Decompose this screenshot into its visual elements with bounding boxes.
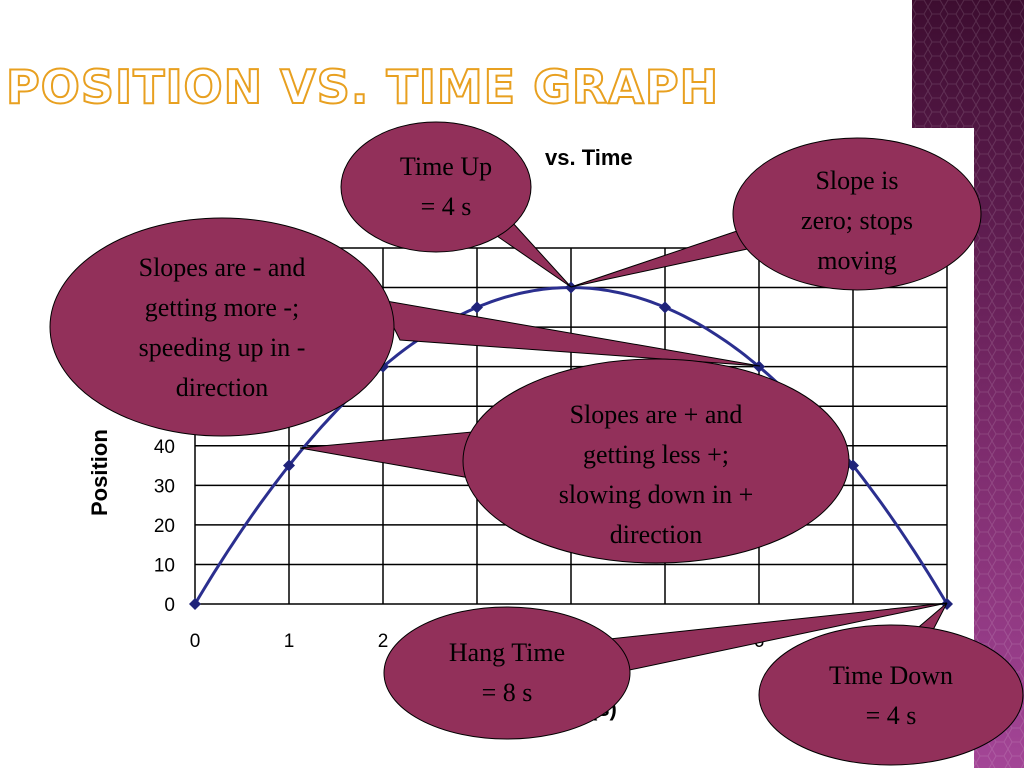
chart-title: vs. Time [545, 145, 633, 170]
time-down-callout: Time Down = 4 s [829, 661, 953, 730]
data-point [847, 459, 859, 472]
slopes-positive-callout: Slopes are + and getting less +; slowing d… [559, 400, 754, 549]
data-point [659, 301, 671, 314]
slide-title: POSITION VS. TIME GRAPH [5, 59, 720, 115]
y-tick-label: 40 [154, 437, 175, 458]
slope-zero-bubble [732, 137, 982, 291]
y-tick-label: 20 [154, 516, 175, 537]
hang-time-callout: Hang Time = 8 s [449, 638, 565, 707]
x-tick-label: 2 [378, 631, 389, 652]
callouts [49, 121, 1024, 766]
slopes-positive-bubble [462, 358, 850, 564]
x-tick-label: 0 [190, 631, 201, 652]
hang-time-bubble [383, 606, 631, 740]
data-point [471, 301, 483, 314]
slope-zero-callout: Slope is zero; stops moving [801, 166, 913, 275]
data-point [189, 598, 201, 610]
x-tick-label: 1 [284, 631, 295, 652]
y-tick-label: 0 [164, 595, 175, 616]
y-tick-label: 10 [154, 555, 175, 576]
slopes-negative-bubble [49, 217, 395, 437]
y-tick-labels: 0 10 20 30 40 [154, 437, 175, 616]
time-up-bubble [340, 121, 532, 253]
y-axis-label: Position [87, 429, 112, 516]
time-down-bubble [758, 624, 1024, 766]
data-point [753, 360, 765, 373]
y-tick-label: 30 [154, 476, 175, 497]
data-point [283, 459, 295, 472]
time-up-callout: Time Up = 4 s [400, 152, 492, 221]
slopes-negative-callout: Slopes are - and getting more -; speeding … [139, 253, 306, 402]
